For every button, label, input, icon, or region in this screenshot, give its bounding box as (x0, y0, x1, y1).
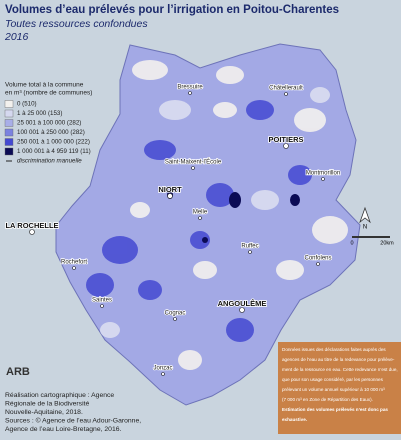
legend-swatch (4, 109, 14, 118)
cities: Bressuire Châtellerault POITIERS Saint-Maix… (5, 84, 341, 376)
scale-end: 20km (380, 240, 394, 246)
note-line: que pour son usage considéré, par les pe… (282, 377, 384, 382)
legend-title: Volume total à la commune (5, 82, 84, 89)
legend-label: 25 001 à 100 000 (282) (17, 120, 81, 127)
scale-line (352, 236, 390, 238)
city-dot (284, 92, 288, 96)
city-label: Châtellerault (269, 86, 303, 92)
city-dot (283, 143, 289, 149)
legend-title: en m³ (nombre de communes) (5, 90, 92, 97)
title: Volumes d’eau prélevés pour l’irrigation… (5, 4, 339, 16)
city-dot (161, 372, 165, 376)
note-line: ment de la ressource en eau. Cette redev… (282, 367, 398, 372)
legend-swatch (4, 147, 14, 156)
city-dot (188, 91, 192, 95)
credits: Réalisation cartographique : AgenceRégio… (5, 392, 141, 433)
city-label: NIORT (158, 185, 182, 194)
city-label: POITIERS (268, 135, 303, 144)
city-label: Cognac (165, 311, 186, 317)
legend-swatch (4, 119, 14, 127)
note-line: Estimation des volumes prélevés n’est do… (282, 407, 388, 412)
city-dot (239, 307, 245, 313)
year: 2016 (4, 31, 29, 43)
legend-label: 250 001 à 1 000 000 (222) (17, 139, 90, 146)
note-line: exhaustive. (282, 417, 307, 422)
note-line: prélevant un volume annuel supérieur à 1… (282, 387, 385, 392)
legend-swatch (4, 138, 14, 146)
city-dot (29, 229, 35, 235)
credit-line: Sources : © Agence de l’eau Adour-Garonn… (5, 416, 141, 424)
city-label: Confolens (304, 256, 331, 262)
city-dot (321, 177, 325, 181)
city-dot (167, 193, 173, 199)
city-label: Bressuire (177, 85, 203, 91)
city-dot (100, 304, 104, 308)
north-label: N (363, 225, 367, 231)
note-box (278, 342, 401, 434)
note: Données issues des déclarations faites a… (282, 347, 398, 422)
note-line: Données issues des déclarations faites a… (282, 347, 386, 352)
credit-line: Nouvelle-Aquitaine, 2018. (5, 409, 83, 416)
city-label: Montmorillon (306, 171, 340, 177)
legend-swatch (4, 100, 14, 108)
note-line: (7 000 m³ en Zone de Répartition des Eau… (282, 397, 373, 402)
legend-label: 100 001 à 250 000 (282) (17, 129, 85, 136)
note-line: agences de l’eau au titre de la redevanc… (282, 357, 395, 362)
region-map (55, 43, 361, 406)
legend-manual: discrimination manuelle (17, 158, 82, 165)
legend-swatch (4, 128, 14, 137)
credit-line: Agence de l’eau Loire-Bretagne, 2016. (5, 426, 121, 433)
legend-label: 1 000 001 à 4 959 119 (11) (17, 148, 91, 155)
city-dot (72, 266, 76, 270)
city-label: Jonzac (153, 366, 172, 372)
legend-label: 1 à 25 000 (153) (17, 110, 62, 117)
city-dot (316, 262, 320, 266)
city-dot (198, 216, 202, 220)
city-label: Ruffec (241, 244, 258, 250)
legend-label: 0 (510) (17, 101, 37, 108)
city-label: Rochefort (61, 260, 87, 266)
city-dot (248, 250, 252, 254)
city-dot (173, 317, 177, 321)
north-arrow (359, 206, 371, 224)
city-label: Melle (193, 210, 208, 216)
logo: ARB (6, 366, 30, 378)
subtitle: Toutes ressources confondues (5, 18, 148, 30)
scale-start: 0 (350, 240, 353, 246)
credit-line: Régionale de la Biodiversité (5, 400, 89, 407)
city-dot (191, 166, 195, 170)
city-label: LA ROCHELLE (5, 221, 58, 230)
scale-bar: N 0 20km (350, 206, 394, 246)
city-label: ANGOULÊME (218, 299, 267, 308)
credit-line: Réalisation cartographique : Agence (5, 392, 114, 399)
header: Volumes d’eau prélevés pour l’irrigation… (4, 4, 339, 43)
city-label: Saintes (92, 298, 112, 304)
city-label: Saint-Maixent-l’École (165, 159, 222, 166)
